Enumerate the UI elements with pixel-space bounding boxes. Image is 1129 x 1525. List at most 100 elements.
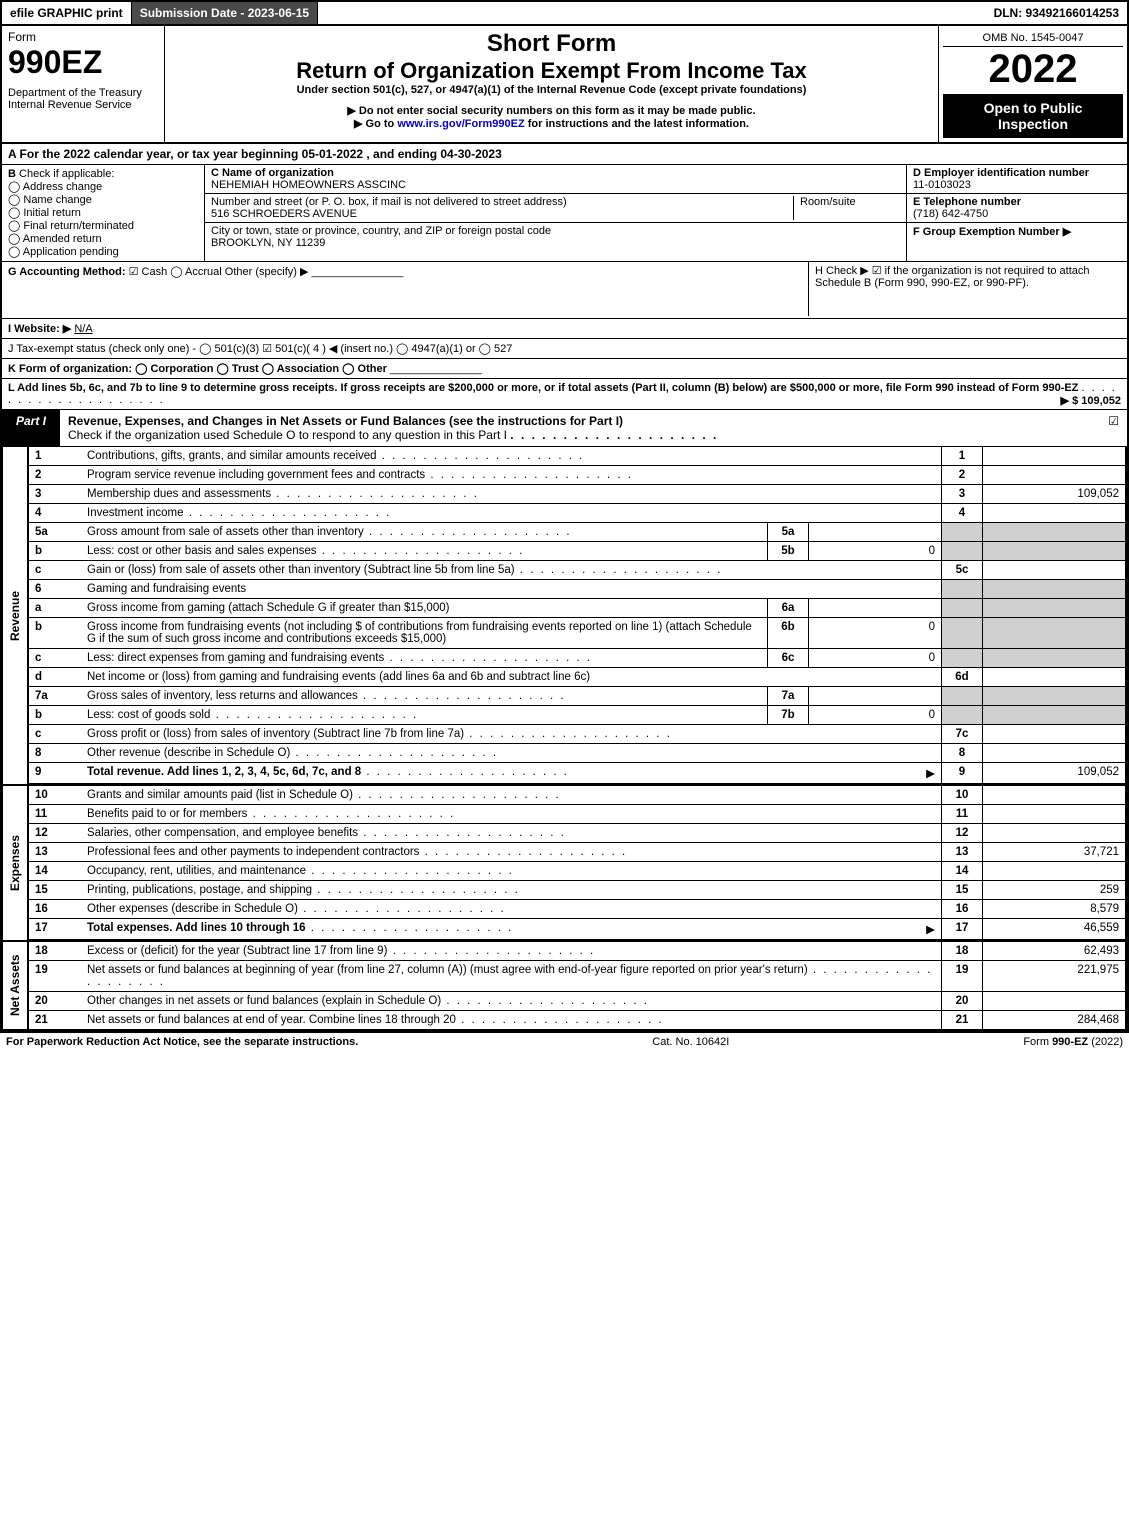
line-6b-sbox: 6b: [767, 618, 808, 648]
line-7c-box: 7c: [941, 725, 982, 743]
section-a-text: A For the 2022 calendar year, or tax yea…: [2, 144, 1127, 164]
dln-label: DLN: 93492166014253: [986, 2, 1127, 24]
line-6b-sval: 0: [808, 618, 941, 648]
line-13-desc: Professional fees and other payments to …: [81, 843, 941, 861]
line-6b-val-gray: [982, 618, 1125, 648]
form-header: Form 990EZ Department of the Treasury In…: [0, 26, 1129, 144]
check-if-label: Check if applicable:: [19, 168, 114, 180]
checkbox-amended-return[interactable]: ◯ Amended return: [8, 232, 198, 245]
line-11-box: 11: [941, 805, 982, 823]
line-6a-desc: Gross income from gaming (attach Schedul…: [81, 599, 767, 617]
phone-value: (718) 642-4750: [913, 208, 988, 220]
line-7b-desc: Less: cost of goods sold: [81, 706, 767, 724]
form-label: Form: [8, 30, 158, 44]
checkbox-final-return[interactable]: ◯ Final return/terminated: [8, 219, 198, 232]
c-city-label: City or town, state or province, country…: [211, 225, 551, 237]
line-12-val: [982, 824, 1125, 842]
checkbox-name-change[interactable]: ◯ Name change: [8, 193, 198, 206]
line-5b-num: b: [29, 542, 81, 560]
line-6a-sval: [808, 599, 941, 617]
line-9-desc: Total revenue. Add lines 1, 2, 3, 4, 5c,…: [87, 766, 361, 778]
line-5b-box-gray: [941, 542, 982, 560]
line-6c-num: c: [29, 649, 81, 667]
line-10-box: 10: [941, 786, 982, 804]
line-6-desc: Gaming and fundraising events: [81, 580, 941, 598]
line-12-desc: Salaries, other compensation, and employ…: [81, 824, 941, 842]
line-2-box: 2: [941, 466, 982, 484]
short-form-title: Short Form: [169, 30, 934, 58]
line-1-num: 1: [29, 447, 81, 465]
checkbox-address-change[interactable]: ◯ Address change: [8, 180, 198, 193]
line-6c-val-gray: [982, 649, 1125, 667]
line-19-box: 19: [941, 961, 982, 991]
line-3-box: 3: [941, 485, 982, 503]
line-6a-box-gray: [941, 599, 982, 617]
line-21-box: 21: [941, 1011, 982, 1029]
revenue-block: Revenue 1Contributions, gifts, grants, a…: [0, 447, 1129, 784]
line-6-box-gray: [941, 580, 982, 598]
line-12-num: 12: [29, 824, 81, 842]
i-label: I Website: ▶: [8, 323, 71, 335]
line-18-box: 18: [941, 942, 982, 960]
line-15-val: 259: [982, 881, 1125, 899]
line-11-val: [982, 805, 1125, 823]
line-6-val-gray: [982, 580, 1125, 598]
line-14-desc: Occupancy, rent, utilities, and maintena…: [81, 862, 941, 880]
line-6b-box-gray: [941, 618, 982, 648]
line-4-val: [982, 504, 1125, 522]
line-5b-sbox: 5b: [767, 542, 808, 560]
l-text: L Add lines 5b, 6c, and 7b to line 9 to …: [8, 382, 1078, 394]
line-13-val: 37,721: [982, 843, 1125, 861]
line-10-val: [982, 786, 1125, 804]
line-16-val: 8,579: [982, 900, 1125, 918]
line-6a-num: a: [29, 599, 81, 617]
netassets-block: Net Assets 18Excess or (deficit) for the…: [0, 940, 1129, 1031]
f-label: F Group Exemption Number ▶: [913, 226, 1071, 238]
part1-label: Part I: [2, 410, 60, 446]
checkbox-application-pending[interactable]: ◯ Application pending: [8, 245, 198, 258]
section-h: H Check ▶ ☑ if the organization is not r…: [808, 262, 1121, 316]
checkbox-initial-return[interactable]: ◯ Initial return: [8, 206, 198, 219]
line-11-num: 11: [29, 805, 81, 823]
line-1-box: 1: [941, 447, 982, 465]
section-i: I Website: ▶ N/A: [0, 319, 1129, 339]
accrual-checkbox[interactable]: ◯ Accrual: [170, 266, 221, 278]
top-bar: efile GRAPHIC print Submission Date - 20…: [0, 0, 1129, 26]
line-18-num: 18: [29, 942, 81, 960]
line-4-desc: Investment income: [81, 504, 941, 522]
part1-checkbox[interactable]: ☑: [1100, 410, 1127, 446]
line-1-val: [982, 447, 1125, 465]
line-7a-val-gray: [982, 687, 1125, 705]
section-l: L Add lines 5b, 6c, and 7b to line 9 to …: [0, 379, 1129, 410]
cash-checkbox[interactable]: ☑ Cash: [129, 266, 168, 278]
line-17-box: 17: [941, 919, 982, 939]
line-7a-box-gray: [941, 687, 982, 705]
line-18-desc: Excess or (deficit) for the year (Subtra…: [81, 942, 941, 960]
website-value: N/A: [74, 323, 92, 335]
tax-year: 2022: [943, 47, 1123, 92]
line-18-val: 62,493: [982, 942, 1125, 960]
line-15-num: 15: [29, 881, 81, 899]
other-checkbox[interactable]: Other (specify) ▶ _______________: [225, 266, 403, 278]
line-5a-sbox: 5a: [767, 523, 808, 541]
section-b: B Check if applicable: ◯ Address change …: [2, 165, 205, 261]
line-7a-num: 7a: [29, 687, 81, 705]
line-7a-sbox: 7a: [767, 687, 808, 705]
line-9-val: 109,052: [982, 763, 1125, 783]
d-label: D Employer identification number: [913, 167, 1089, 179]
line-14-box: 14: [941, 862, 982, 880]
netassets-side-label: Net Assets: [2, 942, 27, 1029]
goto-link[interactable]: ▶ Go to www.irs.gov/Form990EZ for instru…: [169, 117, 934, 130]
expenses-side-label: Expenses: [2, 786, 27, 940]
section-a: A For the 2022 calendar year, or tax yea…: [0, 144, 1129, 165]
line-9-num: 9: [29, 763, 81, 783]
line-16-desc: Other expenses (describe in Schedule O): [81, 900, 941, 918]
do-not-enter: ▶ Do not enter social security numbers o…: [169, 104, 934, 117]
efile-label[interactable]: efile GRAPHIC print: [2, 2, 131, 24]
irs-link[interactable]: www.irs.gov/Form990EZ: [397, 118, 524, 130]
line-4-num: 4: [29, 504, 81, 522]
line-7b-val-gray: [982, 706, 1125, 724]
line-6b-num: b: [29, 618, 81, 648]
line-7c-val: [982, 725, 1125, 743]
section-c: C Name of organization NEHEMIAH HOMEOWNE…: [205, 165, 907, 261]
